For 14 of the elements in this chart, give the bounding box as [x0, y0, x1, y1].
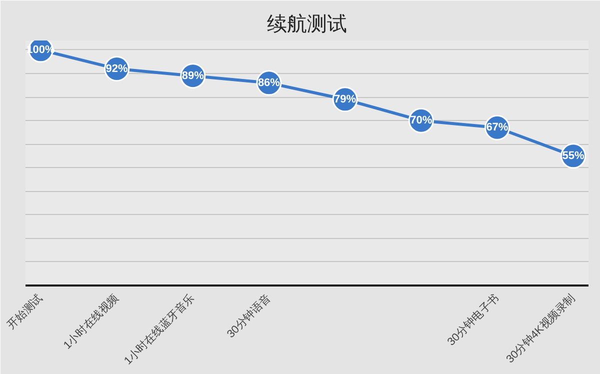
data-label: 67%	[486, 122, 508, 134]
chart-title: 续航测试	[267, 14, 347, 36]
data-label: 89%	[182, 70, 204, 82]
x-tick-label: 30分钟4K视频录制	[504, 292, 578, 366]
x-tick-label: 1小时在线蓝牙音乐	[121, 292, 198, 368]
x-tick-label: 开始测试	[4, 292, 45, 332]
x-tick-label: 30分钟电子书	[444, 292, 502, 348]
data-label: 86%	[258, 76, 280, 89]
data-label: 70%	[410, 114, 432, 127]
data-label: 79%	[334, 93, 356, 106]
data-label: 92%	[106, 62, 128, 75]
data-label: 55%	[562, 150, 585, 162]
x-tick-label: 30分钟语音	[224, 292, 274, 341]
x-tick-label: 1小时在线视频	[60, 292, 122, 352]
